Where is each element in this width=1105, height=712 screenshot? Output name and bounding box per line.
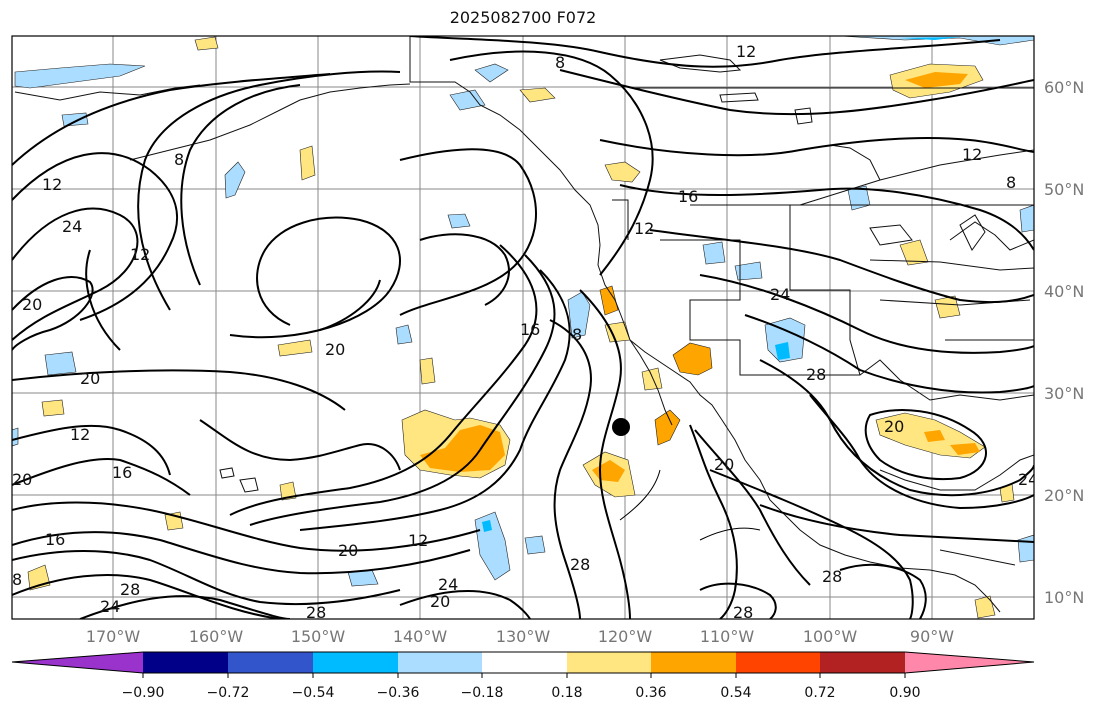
contour-label: 28 xyxy=(306,603,326,622)
colorbar-tick-label: −0.54 xyxy=(292,685,335,701)
contour-label: 12 xyxy=(42,175,62,194)
contour-label: 12 xyxy=(962,145,982,164)
contour-label: 24 xyxy=(438,575,458,594)
contour-label: 28 xyxy=(120,580,140,599)
contour-label: 20 xyxy=(338,541,358,560)
colorbar-tick-label: 0.54 xyxy=(720,685,751,701)
thin-contours xyxy=(619,469,761,541)
colorbar-segment xyxy=(736,652,820,673)
colorbar-tick-labels: −0.90 −0.72 −0.54 −0.36 −0.18 0.18 0.36 … xyxy=(122,685,921,701)
colorbar-segment xyxy=(228,652,313,673)
contour-label: 12 xyxy=(736,42,756,61)
contour-label: 12 xyxy=(634,219,654,238)
contour-label: 20 xyxy=(884,417,904,436)
colorbar-segment xyxy=(651,652,736,673)
contour-label: 8 xyxy=(555,53,565,72)
contour-label: 24 xyxy=(62,217,82,236)
contour-label: 12 xyxy=(408,531,428,550)
contour-label: 28 xyxy=(570,555,590,574)
contour-label: 24 xyxy=(770,285,790,304)
positive-anomaly-areas xyxy=(27,36,1015,619)
lon-label: 150°W xyxy=(291,627,346,646)
contour-label: 16 xyxy=(112,463,132,482)
contour-label: 16 xyxy=(45,530,65,549)
lat-label: 30°N xyxy=(1044,384,1084,403)
map-title: 2025082700 F072 xyxy=(449,8,597,27)
contour-lines xyxy=(12,36,1034,619)
contour-label: 24 xyxy=(1018,470,1038,489)
colorbar-left-extension xyxy=(12,652,143,673)
lon-label: 120°W xyxy=(598,627,653,646)
contour-label: 20 xyxy=(714,455,734,474)
colorbar-segment xyxy=(398,652,482,673)
colorbar-tick-marks xyxy=(142,673,906,678)
contour-label: 16 xyxy=(678,187,698,206)
contour-label: 8 xyxy=(572,325,582,344)
colorbar-tick-label: −0.18 xyxy=(461,685,504,701)
colorbar-tick-label: −0.90 xyxy=(122,685,165,701)
map-frame xyxy=(11,35,1035,620)
contour-label: 12 xyxy=(70,425,90,444)
colorbar: −0.90 −0.72 −0.54 −0.36 −0.18 0.18 0.36 … xyxy=(11,651,1035,701)
colorbar-segment xyxy=(567,652,651,673)
colorbar-segment xyxy=(313,652,398,673)
lat-label: 10°N xyxy=(1044,588,1084,607)
colorbar-tick-label: −0.72 xyxy=(207,685,250,701)
lat-label: 60°N xyxy=(1044,78,1084,97)
contour-label: 24 xyxy=(100,597,120,616)
colorbar-segment xyxy=(820,652,905,673)
lon-label: 130°W xyxy=(496,627,551,646)
lat-label: 20°N xyxy=(1044,486,1084,505)
colorbar-tick-label: 0.36 xyxy=(635,685,666,701)
longitude-labels: 170°W 160°W 150°W 140°W 130°W 120°W 110°… xyxy=(86,627,954,646)
contour-label: 16 xyxy=(520,320,540,339)
colorbar-tick-label: 0.18 xyxy=(551,685,582,701)
contour-label: 8 xyxy=(12,570,22,589)
contour-label-group: 8 12 12 8 16 12 24 28 16 8 20 20 12 16 2… xyxy=(12,42,1038,622)
contour-label: 8 xyxy=(174,150,184,169)
colorbar-segment xyxy=(482,652,567,673)
contour-label: 28 xyxy=(822,567,842,586)
contour-label: 20 xyxy=(325,340,345,359)
contour-label: 28 xyxy=(733,603,753,622)
contour-label: 20 xyxy=(12,470,32,489)
lat-label: 40°N xyxy=(1044,282,1084,301)
negative-anomaly-areas xyxy=(12,36,1034,587)
storm-center-dot xyxy=(612,418,630,436)
contour-label: 20 xyxy=(22,295,42,314)
colorbar-tick-label: −0.36 xyxy=(377,685,420,701)
colorbar-tick-label: 0.72 xyxy=(804,685,835,701)
colorbar-tick-label: 0.90 xyxy=(889,685,920,701)
latitude-labels: 60°N 50°N 40°N 30°N 20°N 10°N xyxy=(1044,78,1084,607)
lon-label: 160°W xyxy=(189,627,244,646)
lat-label: 50°N xyxy=(1044,180,1084,199)
colorbar-right-extension xyxy=(905,652,1034,673)
contour-label: 8 xyxy=(1006,173,1016,192)
colorbar-segment xyxy=(143,652,228,673)
contour-label: 20 xyxy=(80,369,100,388)
contour-label: 28 xyxy=(806,365,826,384)
lon-label: 110°W xyxy=(700,627,755,646)
map-plot: 8 12 12 8 16 12 24 28 16 8 20 20 12 16 2… xyxy=(12,36,1038,622)
contour-label: 12 xyxy=(130,245,150,264)
lon-label: 90°W xyxy=(910,627,954,646)
lon-label: 140°W xyxy=(393,627,448,646)
lon-label: 100°W xyxy=(803,627,858,646)
lon-label: 170°W xyxy=(86,627,141,646)
contour-label: 20 xyxy=(430,592,450,611)
